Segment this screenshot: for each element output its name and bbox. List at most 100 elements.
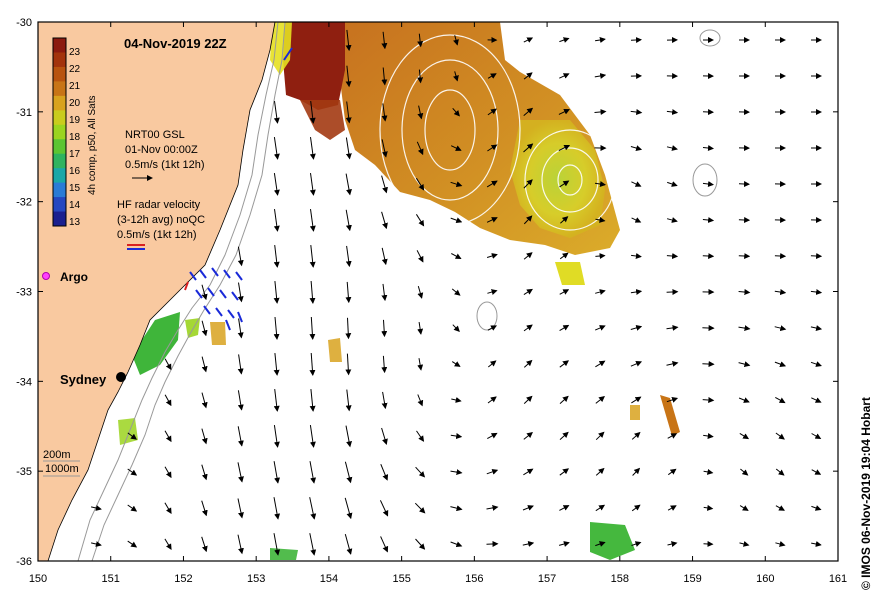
current-arrow xyxy=(90,505,102,511)
current-arrow xyxy=(595,360,606,368)
x-tick-label: 151 xyxy=(102,573,120,585)
current-arrow xyxy=(810,253,823,260)
current-arrow xyxy=(451,288,461,296)
current-arrow xyxy=(775,505,785,511)
current-arrow xyxy=(273,497,281,520)
current-arrow xyxy=(595,395,605,404)
current-arrow xyxy=(630,145,643,151)
gsl-scale: 0.5m/s (1kt 12h) xyxy=(125,159,204,171)
current-arrow xyxy=(487,325,497,331)
x-tick-label: 150 xyxy=(29,573,47,585)
current-arrow xyxy=(594,72,607,79)
current-arrow xyxy=(595,289,606,295)
current-arrow xyxy=(523,37,534,43)
current-arrow xyxy=(487,289,498,295)
current-arrow xyxy=(774,325,787,332)
argo-marker xyxy=(42,272,50,280)
colorbar-swatch xyxy=(53,211,66,227)
current-arrow xyxy=(309,497,317,520)
current-arrow xyxy=(416,141,424,156)
current-arrow xyxy=(486,180,498,188)
current-arrow xyxy=(739,432,750,440)
current-arrow xyxy=(487,360,497,368)
current-arrow xyxy=(273,209,280,232)
current-arrow xyxy=(702,253,715,260)
current-arrow xyxy=(414,502,426,514)
current-arrow xyxy=(417,69,424,84)
current-arrow xyxy=(450,541,463,548)
current-arrow xyxy=(450,181,463,188)
current-arrow xyxy=(345,65,352,88)
current-arrow xyxy=(309,209,316,232)
current-arrow xyxy=(451,397,462,403)
current-arrow xyxy=(381,67,388,86)
current-arrow xyxy=(450,217,463,224)
current-arrow xyxy=(810,361,822,367)
current-arrow xyxy=(523,143,534,153)
hf-radar-vectors xyxy=(189,47,293,331)
current-arrow xyxy=(560,216,569,224)
current-arrow xyxy=(237,318,244,339)
current-arrow xyxy=(666,217,678,223)
colorbar-swatch xyxy=(53,110,66,126)
current-arrow xyxy=(450,469,463,476)
current-arrow xyxy=(201,356,208,373)
current-arrow xyxy=(417,285,424,299)
current-arrow xyxy=(523,179,533,189)
current-arrow xyxy=(164,538,172,550)
current-arrow xyxy=(775,432,785,440)
colorbar-tick-label: 23 xyxy=(69,47,81,58)
colorbar-swatch xyxy=(53,124,66,140)
australia-land xyxy=(37,21,276,562)
current-arrow xyxy=(523,359,533,368)
current-arrow xyxy=(450,433,463,440)
current-arrow xyxy=(811,469,822,475)
current-arrow xyxy=(451,253,462,259)
y-tick-label: -34 xyxy=(16,376,32,388)
current-arrow xyxy=(810,325,823,331)
current-arrow xyxy=(774,361,787,367)
current-arrow xyxy=(273,245,280,268)
current-arrow xyxy=(666,324,679,331)
colorbar-tick-label: 14 xyxy=(69,200,81,211)
current-arrow xyxy=(740,468,749,476)
current-arrow xyxy=(201,392,208,409)
colorbar-swatch xyxy=(53,95,66,111)
current-arrow xyxy=(487,144,498,152)
current-arrow xyxy=(738,361,751,368)
current-arrow xyxy=(559,180,570,188)
current-arrow xyxy=(273,533,281,556)
current-arrow xyxy=(595,431,605,441)
current-arrow xyxy=(309,245,316,268)
y-tick-label: -33 xyxy=(16,287,32,299)
colorbar: 23 22 21 20 19 18 17 16 15 14 13 xyxy=(52,37,81,228)
current-arrow xyxy=(595,541,606,547)
current-arrow xyxy=(379,500,389,517)
current-arrow xyxy=(309,173,316,196)
current-arrow xyxy=(344,461,353,484)
current-arrow xyxy=(774,289,787,296)
current-arrow xyxy=(523,72,533,80)
current-arrow xyxy=(453,35,459,46)
current-arrow xyxy=(631,217,642,223)
current-arrow xyxy=(344,497,353,520)
current-arrow xyxy=(345,101,352,124)
current-arrow xyxy=(558,541,570,547)
current-arrow xyxy=(381,283,388,302)
current-arrow xyxy=(811,541,822,547)
current-arrow xyxy=(666,253,679,259)
current-arrow xyxy=(452,324,460,333)
gsl-title: NRT00 GSL xyxy=(125,129,185,141)
argo-label: Argo xyxy=(60,270,88,284)
current-arrow xyxy=(594,108,607,115)
current-arrow xyxy=(201,464,208,481)
current-arrow xyxy=(273,137,280,160)
current-arrow xyxy=(666,145,678,151)
current-arrow xyxy=(559,505,570,511)
current-arrow xyxy=(559,252,569,260)
current-arrow xyxy=(775,396,786,404)
y-tick-label: -31 xyxy=(16,107,32,119)
current-arrow xyxy=(486,217,498,223)
colorbar-tick-label: 17 xyxy=(69,149,81,160)
